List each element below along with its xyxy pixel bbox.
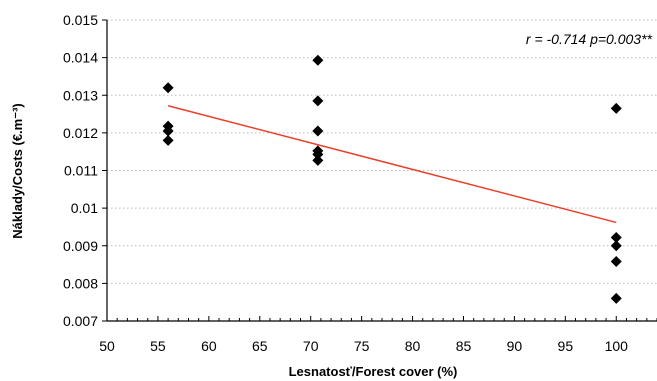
data-point [312, 125, 324, 137]
y-tick-label: 0.015 [63, 12, 98, 28]
grid-lines [107, 19, 657, 284]
data-point [610, 231, 622, 243]
y-axis-ticks: 0.007 0.008 0.009 0.01 0.011 0.012 0.013 0.014 0… [63, 12, 107, 329]
y-tick-label: 0.01 [71, 200, 98, 216]
x-tick-label: 90 [507, 338, 523, 354]
y-tick-label: 0.008 [63, 275, 98, 291]
data-point [312, 154, 324, 166]
x-tick-label: 95 [558, 338, 574, 354]
trendline [167, 105, 617, 224]
data-point [610, 102, 622, 114]
data-point [610, 240, 622, 252]
y-axis-title: Náklady/Costs (€.m⁻³) [10, 103, 25, 238]
x-axis-ticks: 50 55 60 65 70 75 80 85 90 95 100 [99, 316, 657, 354]
x-tick-label: 55 [150, 338, 166, 354]
data-point [312, 148, 324, 160]
data-points [162, 54, 622, 304]
data-point [162, 82, 174, 94]
data-point [312, 54, 324, 66]
x-tick-label: 75 [354, 338, 370, 354]
x-tick-label: 60 [201, 338, 217, 354]
data-point [162, 134, 174, 146]
data-point [312, 95, 324, 107]
x-tick-label: 100 [605, 338, 629, 354]
y-tick-label: 0.009 [63, 238, 98, 254]
y-tick-label: 0.014 [63, 50, 98, 66]
y-tick-label: 0.007 [63, 313, 98, 329]
x-tick-label: 50 [99, 338, 115, 354]
data-point [610, 292, 622, 304]
correlation-annotation: r = -0.714 p=0.003** [526, 31, 653, 47]
y-tick-label: 0.012 [63, 125, 98, 141]
data-point [610, 256, 622, 268]
data-point [162, 125, 174, 137]
x-tick-label: 65 [252, 338, 268, 354]
x-axis-title: Lesnatosť/Forest cover (%) [289, 364, 458, 379]
x-tick-label: 70 [303, 338, 319, 354]
x-tick-label: 80 [405, 338, 421, 354]
y-tick-label: 0.011 [64, 163, 98, 179]
y-tick-label: 0.013 [63, 87, 98, 103]
x-tick-label: 85 [456, 338, 472, 354]
